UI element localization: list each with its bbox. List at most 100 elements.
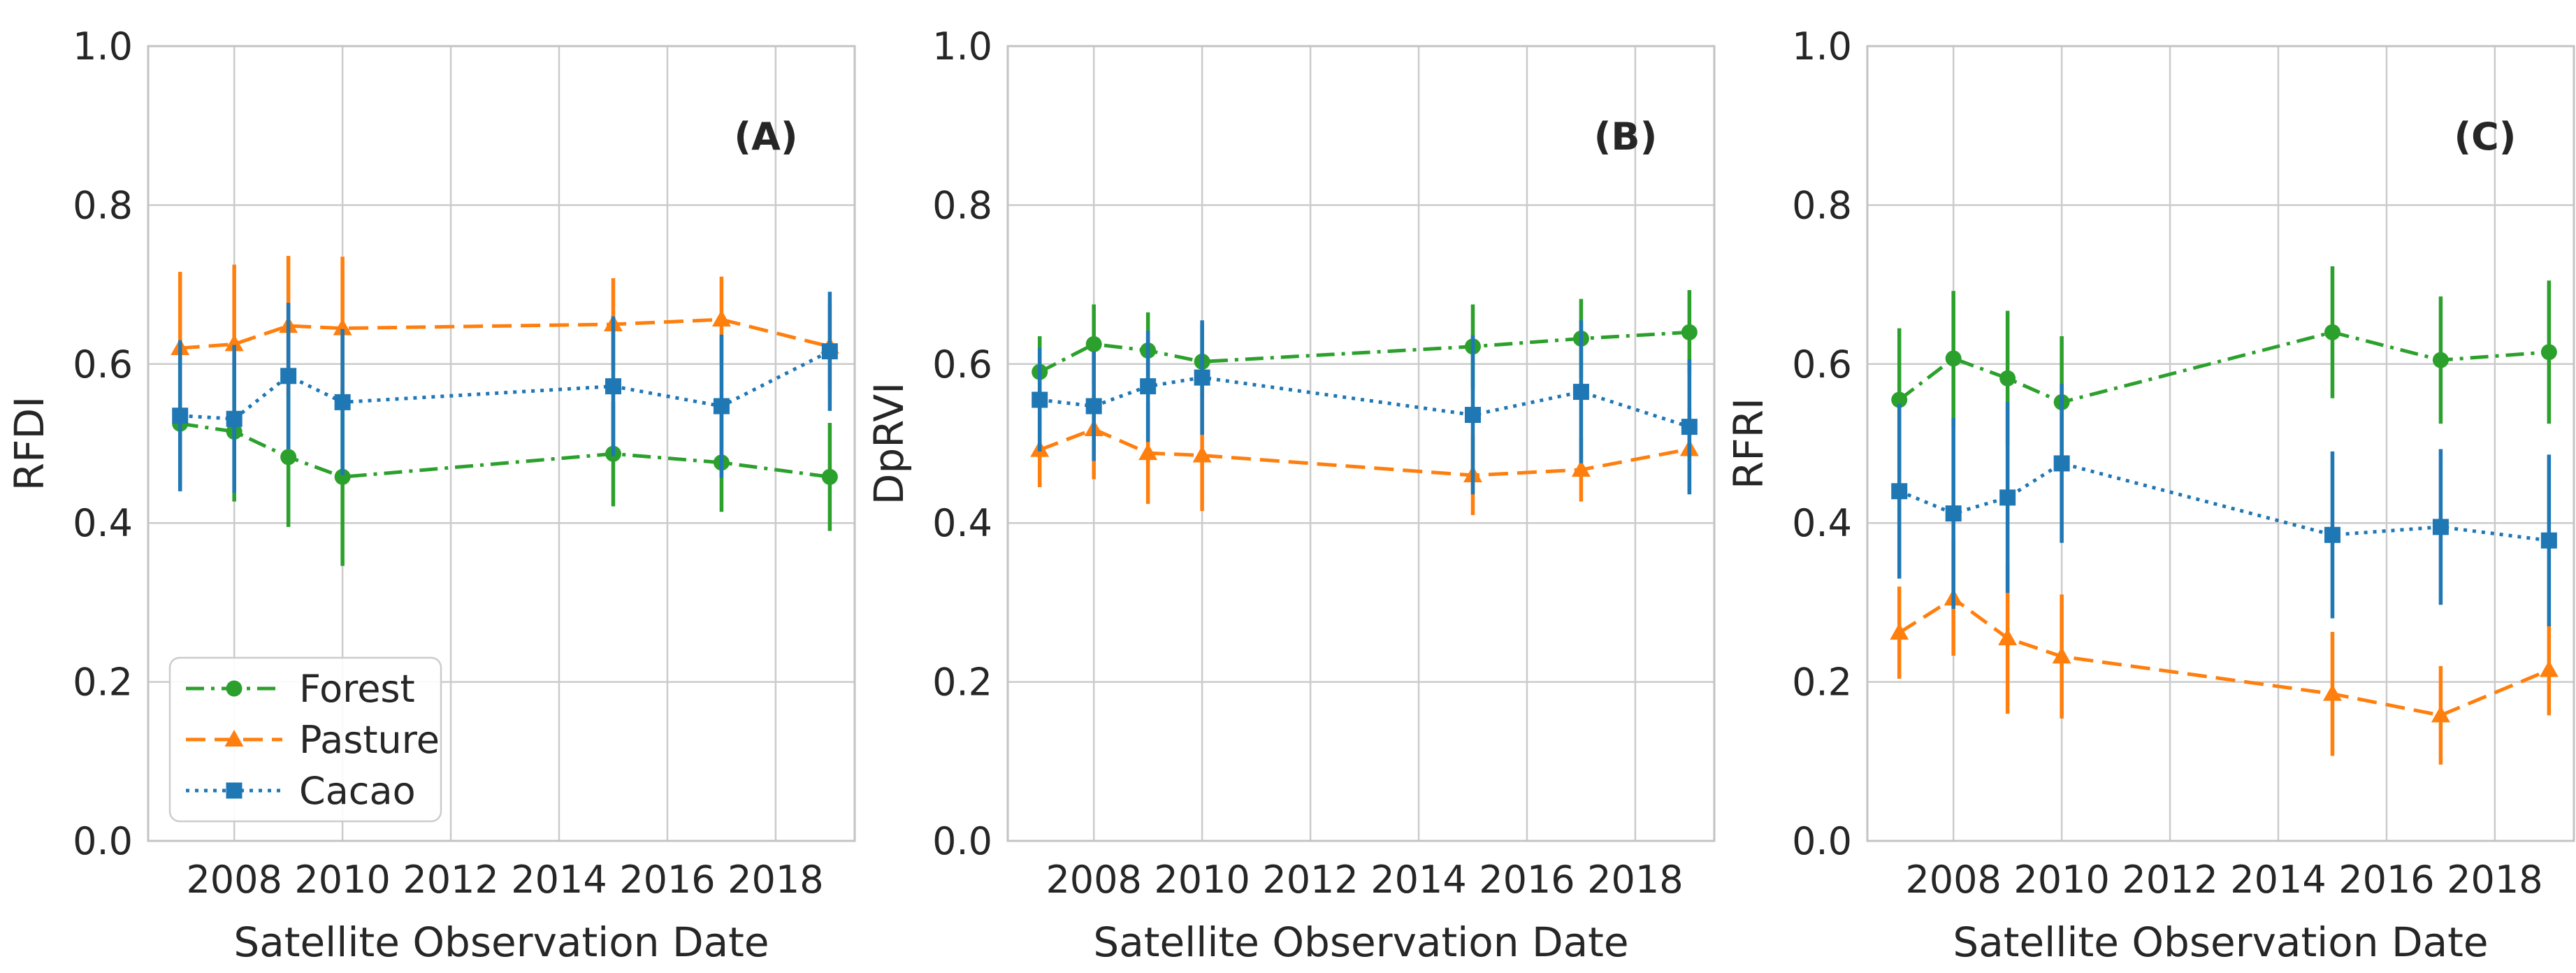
marker-cacao xyxy=(713,398,730,415)
marker-cacao xyxy=(172,408,189,424)
marker-cacao xyxy=(2324,526,2340,543)
x-tick-label: 2018 xyxy=(2447,858,2542,902)
marker-pasture xyxy=(1138,443,1158,461)
y-tick-label: 0.2 xyxy=(932,661,992,705)
series-line-forest xyxy=(1039,330,1690,374)
x-tick-label: 2018 xyxy=(1587,858,1683,902)
y-tick-label: 0.6 xyxy=(1792,343,1852,387)
x-tick-label: 2010 xyxy=(2013,858,2109,902)
y-tick-label: 0.8 xyxy=(932,183,992,227)
x-tick-label: 2012 xyxy=(1262,858,1358,902)
legend-label-forest: Forest xyxy=(299,667,415,711)
marker-pasture xyxy=(2431,705,2450,723)
y-tick-label: 0.4 xyxy=(1792,501,1852,545)
marker-forest xyxy=(821,468,838,485)
marker-pasture xyxy=(224,334,244,352)
legend-marker-pasture xyxy=(224,730,244,747)
series-forest xyxy=(1032,290,1698,408)
y-tick-label: 0.2 xyxy=(73,661,133,705)
plot-border xyxy=(1866,45,2575,842)
x-tick-label: 2014 xyxy=(2230,858,2326,902)
x-tick-label: 2010 xyxy=(1154,858,1250,902)
series-line-cacao xyxy=(180,349,831,421)
y-tick-label: 0.0 xyxy=(932,819,992,863)
legend-label-pasture: Pasture xyxy=(299,718,440,762)
marker-cacao xyxy=(1572,384,1589,401)
marker-forest xyxy=(2324,324,2340,340)
marker-cacao xyxy=(1085,398,1102,415)
series-pasture xyxy=(1890,541,2559,765)
x-tick-label: 2008 xyxy=(1905,858,2001,902)
x-tick-label: 2010 xyxy=(294,858,390,902)
series-cacao xyxy=(1032,320,1698,495)
marker-pasture xyxy=(1192,445,1212,463)
legend-item-cacao: Cacao xyxy=(186,769,416,813)
series-line-pasture xyxy=(1898,596,2550,717)
legend-box xyxy=(168,656,442,823)
marker-pasture xyxy=(333,318,352,336)
marker-cacao xyxy=(1681,419,1698,435)
y-tick-label: 0.2 xyxy=(1792,661,1852,705)
y-axis-title: RFRI xyxy=(1725,398,1772,489)
x-tick-label: 2012 xyxy=(403,858,498,902)
marker-forest xyxy=(1681,324,1698,340)
marker-forest xyxy=(280,449,297,466)
marker-forest xyxy=(1945,350,1962,367)
legend-marker-forest xyxy=(226,680,243,697)
x-tick-label: 2012 xyxy=(2122,858,2217,902)
series-line-forest xyxy=(1898,330,2549,405)
legend-marker-cacao xyxy=(226,782,243,799)
marker-cacao xyxy=(1891,483,1908,500)
series-forest xyxy=(1891,266,2557,472)
marker-cacao xyxy=(1032,391,1048,408)
marker-pasture xyxy=(1998,628,2018,646)
marker-cacao xyxy=(226,410,243,427)
marker-cacao xyxy=(605,378,621,395)
series-line-forest xyxy=(180,421,830,479)
x-tick-label: 2014 xyxy=(1370,858,1466,902)
x-axis-title: Satellite Observation Date xyxy=(1093,918,1628,966)
legend-label-cacao: Cacao xyxy=(299,769,416,813)
y-tick-label: 1.0 xyxy=(932,24,992,69)
marker-cacao xyxy=(1999,489,2016,506)
panel-label-c: (C) xyxy=(2454,115,2517,159)
y-tick-label: 0.8 xyxy=(1792,183,1852,227)
marker-pasture xyxy=(2539,660,2559,677)
marker-pasture xyxy=(711,310,731,327)
marker-cacao xyxy=(1464,407,1481,424)
legend-item-forest: Forest xyxy=(186,667,415,711)
marker-cacao xyxy=(2540,532,2557,549)
y-tick-label: 0.6 xyxy=(932,343,992,387)
y-axis-title: RFDI xyxy=(6,396,53,491)
marker-pasture xyxy=(1571,460,1591,477)
grid-c xyxy=(1867,46,2574,841)
series-cacao xyxy=(172,291,838,493)
panel-a: 0.0 0.2 0.4 0.6 0.8 1.0 2008 2010 2012 2014 2016 20… xyxy=(6,24,856,966)
marker-forest xyxy=(1891,391,1908,408)
y-tick-label: 0.0 xyxy=(1792,819,1852,863)
legend: Forest Pasture Cacao xyxy=(168,656,442,823)
marker-forest xyxy=(334,468,351,485)
y-tick-label: 0.8 xyxy=(73,183,133,227)
marker-cacao xyxy=(1945,505,1962,522)
legend-item-pasture: Pasture xyxy=(186,718,440,762)
marker-cacao xyxy=(280,368,297,384)
marker-pasture xyxy=(2322,684,2342,701)
series-line-pasture xyxy=(180,317,830,350)
x-axis-title: Satellite Observation Date xyxy=(233,918,769,966)
y-tick-label: 0.6 xyxy=(73,343,133,387)
y-tick-label: 0.4 xyxy=(73,501,133,545)
x-tick-label: 2008 xyxy=(186,858,282,902)
panel-c: 0.0 0.2 0.4 0.6 0.8 1.0 2008 2010 2012 2014 2016 20… xyxy=(1725,24,2575,966)
x-tick-label: 2016 xyxy=(619,858,715,902)
marker-pasture xyxy=(1890,623,1909,640)
series-cacao xyxy=(1891,384,2557,627)
y-tick-label: 1.0 xyxy=(73,24,133,69)
y-axis-title: DpRVI xyxy=(865,382,913,505)
series-line-cacao xyxy=(1039,375,1691,429)
panel-label-a: (A) xyxy=(734,115,797,159)
series-line-pasture xyxy=(1039,427,1690,477)
x-tick-label: 2018 xyxy=(728,858,823,902)
marker-cacao xyxy=(821,343,838,360)
